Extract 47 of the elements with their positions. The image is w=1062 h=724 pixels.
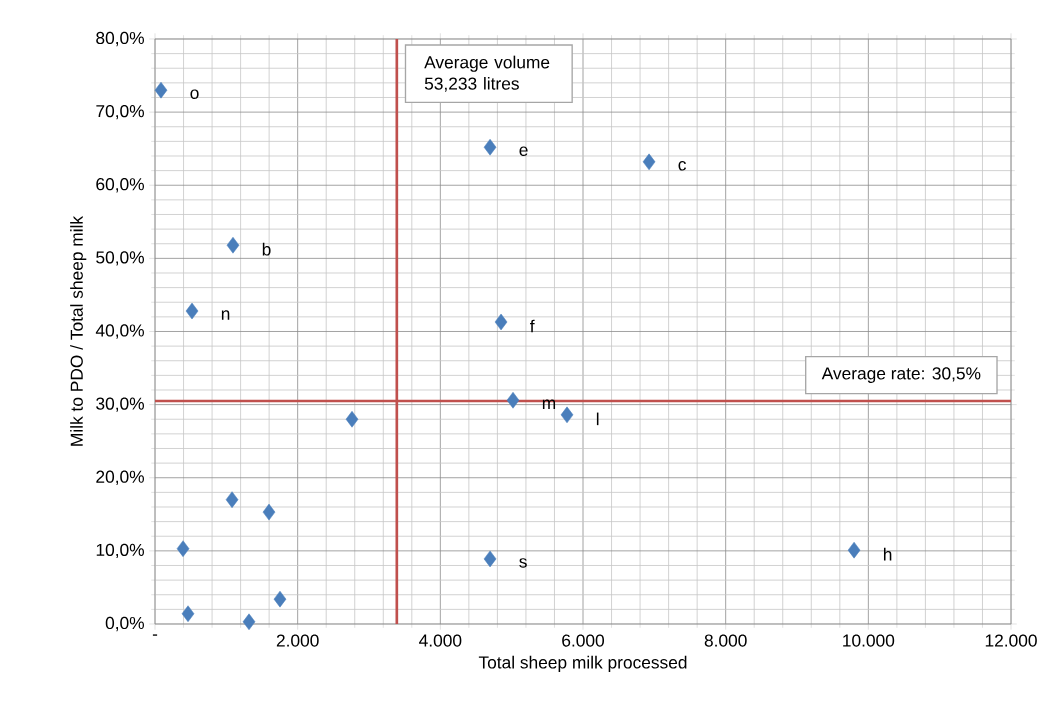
annotation: c <box>678 161 686 171</box>
y-tick-label: 70,0% <box>96 104 144 120</box>
point <box>262 503 276 521</box>
annotation: e <box>519 146 528 156</box>
annotation: o <box>190 89 199 99</box>
point <box>242 613 256 631</box>
point <box>154 81 168 99</box>
point <box>494 313 508 331</box>
point <box>847 541 861 559</box>
point <box>181 605 195 623</box>
annotation: s <box>519 558 527 568</box>
point <box>483 138 497 156</box>
y-tick-label: 10,0% <box>96 543 144 559</box>
x-tick-label: 12.000 <box>985 634 1037 647</box>
ref-line-label: Average volume 53,233 litres <box>424 55 550 92</box>
x-tick-label: 4.000 <box>419 634 462 647</box>
x-tick-label: 8.000 <box>704 634 747 647</box>
y-tick-label: 20,0% <box>96 470 144 485</box>
y-tick-label: 30,0% <box>96 397 144 412</box>
point <box>226 236 240 254</box>
point <box>176 540 190 557</box>
x-tick-label: 2.000 <box>276 634 319 647</box>
point <box>642 153 656 171</box>
x-tick-label: 10.000 <box>843 634 895 647</box>
point <box>345 410 359 428</box>
y-axis-title: Milk to PDO / Total sheep milk <box>70 215 87 446</box>
point <box>560 406 574 424</box>
point <box>225 491 239 508</box>
y-tick-label: 40,0% <box>95 324 144 339</box>
x-tick-label: - <box>152 634 158 636</box>
y-tick-label: 0,0% <box>105 616 144 632</box>
x-tick-label: 6.000 <box>562 634 605 647</box>
annotation: n <box>221 310 230 320</box>
y-tick-label: 80,0% <box>96 31 144 47</box>
point <box>185 302 199 320</box>
y-tick-label: 60,0% <box>96 178 144 193</box>
point <box>506 391 520 409</box>
annotation: h <box>883 547 892 561</box>
point <box>273 590 287 608</box>
y-tick-label: 50,0% <box>96 251 144 266</box>
point <box>483 550 497 568</box>
annotation: f <box>530 319 535 333</box>
ref-line-label: Average rate: 30,5% <box>821 367 981 383</box>
annotation: b <box>262 242 271 256</box>
x-axis-title: Total sheep milk processed <box>478 655 687 672</box>
annotation: m <box>542 399 556 409</box>
annotation: l <box>596 412 599 426</box>
